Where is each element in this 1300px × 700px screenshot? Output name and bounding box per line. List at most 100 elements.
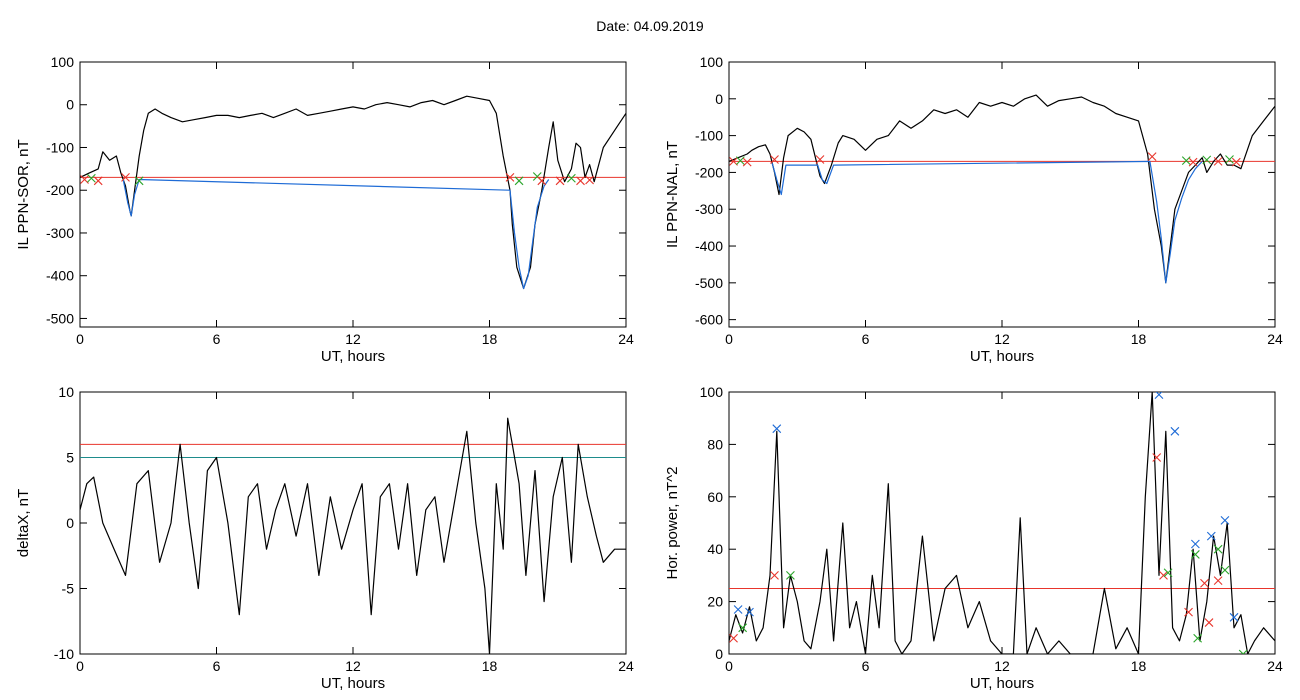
chart-3-ytick-label: 100 [700,384,724,400]
chart-3-plot-frame [728,391,1276,655]
chart-3-x-marker [1163,568,1173,578]
chart-3-x-marker [1184,607,1193,617]
chart-1-x-marker [1147,152,1157,161]
chart-3-x-marker [1170,426,1180,436]
chart-3-x-marker [1213,544,1223,554]
chart-0-x-marker [514,176,524,186]
chart-0-x-marker [505,173,515,182]
chart-1-xtick-label: 24 [1267,331,1283,347]
chart-1-x-marker [1213,156,1223,166]
chart-3-x-marker [1193,633,1203,643]
chart-3-x-marker [745,607,754,617]
chart-0-ytick-label: -200 [46,182,74,198]
chart-0-plot-area [80,95,626,290]
chart-2-ytick-label: 10 [58,384,74,400]
chart-0-x-marker [86,173,96,183]
chart-3-xtick-label: 24 [1267,658,1283,674]
chart-3-ylabel: Hor. power, nT^2 [664,467,681,580]
chart-3-series-line-0 [729,392,1275,654]
chart-3-x-marker [729,633,738,643]
chart-2-xtick-label: 18 [482,658,498,674]
chart-1-plot-area [729,94,1275,284]
chart-3-ytick-label: 60 [707,489,723,505]
panel-deltax: 0 6 12 18 24 -10 -5 0 5 10 UT, hours deltaX, nT [15,384,634,692]
chart-0-xlabel: UT, hours [321,348,385,365]
chart-1-ylabel: IL PPN-NAL, nT [664,141,681,248]
chart-3-x-marker [786,571,795,580]
chart-0-ytick-label: 0 [66,97,74,113]
chart-0-x-marker [585,175,594,185]
chart-3-x-marker [1152,453,1162,462]
chart-1-ytick-label: -200 [695,164,723,180]
chart-3-xlabel: UT, hours [970,675,1034,692]
chart-3-xtick-label: 18 [1131,658,1147,674]
chart-0-x-marker [567,173,576,183]
chart-2-plot-frame [79,391,627,655]
chart-1-xtick-label: 0 [725,331,733,347]
chart-1-ytick-label: -600 [695,312,723,328]
chart-3-xtick-label: 0 [725,658,733,674]
chart-2-series-line-0 [80,417,626,654]
chart-1-x-marker [742,157,752,167]
chart-1-x-marker [735,156,745,166]
chart-3-x-marker [1190,550,1200,559]
chart-0-x-marker [555,176,565,186]
chart-0-x-marker [121,173,130,182]
chart-0-x-marker [80,175,89,184]
figure-title: Date: 04.09.2019 [596,18,704,34]
chart-3-x-marker [1190,539,1200,549]
chart-2-xtick-label: 24 [618,658,634,674]
chart-2-ytick-label: 5 [66,450,74,466]
chart-3-xtick-label: 6 [862,658,870,674]
chart-3-x-marker [1159,571,1168,580]
chart-3-x-marker [1220,515,1230,525]
chart-1-x-marker [1202,155,1212,165]
chart-0-x-marker [576,176,585,186]
chart-3-x-marker [738,623,748,633]
chart-1-series-line-0 [729,94,1275,284]
chart-1-ytick-label: -500 [695,275,723,291]
chart-1-ytick-label: 100 [700,54,724,70]
chart-3-x-marker [1229,612,1239,622]
chart-1-xlabel: UT, hours [970,348,1034,365]
chart-3-x-marker [1213,576,1223,586]
chart-2-xlabel: UT, hours [321,675,385,692]
chart-2-xtick-label: 0 [76,658,84,674]
chart-2-xtick-label: 6 [213,658,221,674]
chart-1-ytick-label: -100 [695,128,723,144]
panel-il-ppn-nal: 0 6 12 18 24 -600 -500 -400 -300 -200 -100 0 100 UT, … [664,54,1283,365]
chart-0-xtick-label: 12 [345,331,361,347]
chart-0-xtick-label: 0 [76,331,84,347]
chart-1-xtick-label: 18 [1131,331,1147,347]
chart-3-ytick-label: 80 [707,436,723,452]
chart-3-ytick-label: 20 [707,594,723,610]
chart-0-x-marker [134,176,144,186]
chart-0-ytick-label: -300 [46,225,74,241]
chart-3-x-marker [1238,649,1248,654]
chart-0-ytick-label: 100 [51,54,75,70]
chart-3-x-marker [1154,392,1164,400]
chart-3-x-marker [1204,618,1214,627]
panel-il-ppn-sor: 0 6 12 18 24 -500 -400 -300 -200 -100 0 100 UT, hour… [15,54,634,365]
chart-2-ytick-label: -10 [54,646,74,662]
chart-0-ytick-label: -100 [46,139,74,155]
chart-0-ytick-label: -500 [46,310,74,326]
chart-0-ytick-label: -400 [46,268,74,284]
chart-1-ytick-label: -300 [695,201,723,217]
chart-2-xtick-label: 12 [345,658,361,674]
chart-1-x-marker [770,155,779,164]
chart-2-plot-area [80,417,626,654]
chart-3-plot-area [729,392,1275,654]
chart-0-ylabel: IL PPN-SOR, nT [15,139,32,249]
chart-3-x-marker [1220,565,1230,575]
panel-hor-power: 0 6 12 18 24 0 20 40 60 80 100 UT, hours Hor. power,… [664,384,1283,692]
chart-3-x-marker [733,605,743,614]
chart-1-ytick-label: -400 [695,238,723,254]
chart-2-ytick-label: 0 [66,515,74,531]
chart-1-x-marker [1231,157,1241,167]
chart-3-x-marker [772,424,782,434]
chart-1-xtick-label: 6 [862,331,870,347]
chart-2-ylabel: deltaX, nT [15,489,32,557]
chart-3-x-marker [1200,578,1209,588]
chart-0-x-marker [93,176,103,186]
